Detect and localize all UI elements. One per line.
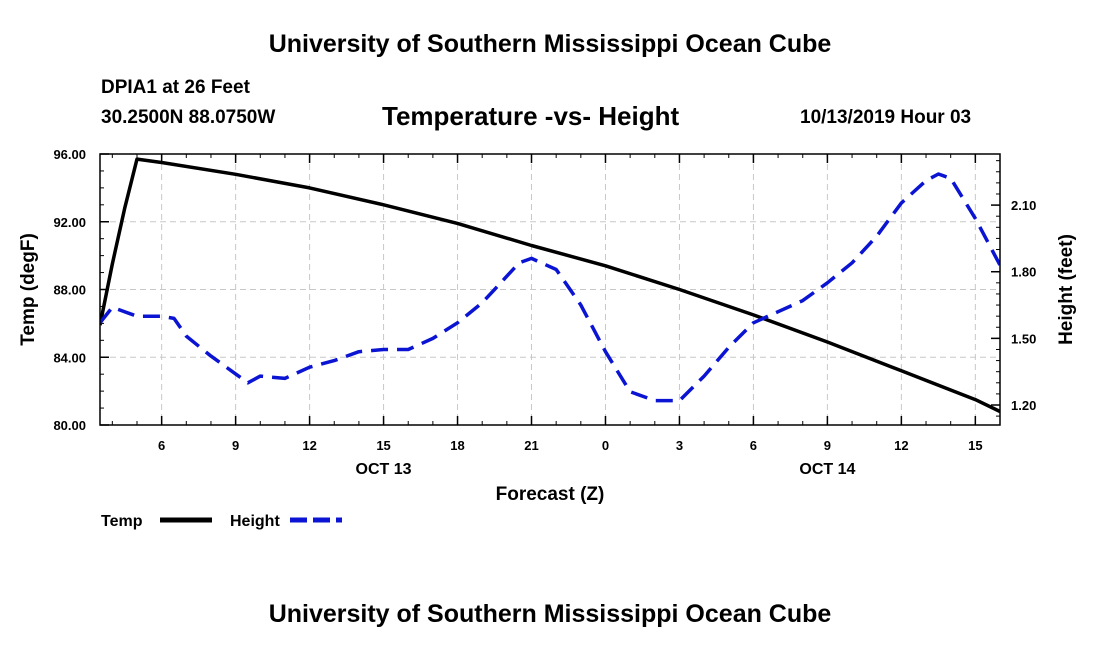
chart-title: Temperature -vs- Height xyxy=(382,101,680,131)
x-tick-label: 6 xyxy=(158,438,165,453)
y-tick-label: 88.00 xyxy=(53,283,86,298)
x-axis-title: Forecast (Z) xyxy=(496,484,605,505)
x-tick-label: 6 xyxy=(750,438,757,453)
y2-axis-title: Height (feet) xyxy=(1056,234,1077,345)
y-tick-label: 92.00 xyxy=(53,215,86,230)
legend-label-height: Height xyxy=(230,513,280,530)
station-coords: 30.2500N 88.0750W xyxy=(101,107,276,128)
y-axis-title: Temp (degF) xyxy=(18,233,39,346)
x-tick-label: 12 xyxy=(894,438,908,453)
y-tick-label: 84.00 xyxy=(53,350,86,365)
y2-tick-label: 1.80 xyxy=(1011,265,1036,280)
plot-frame xyxy=(99,153,1001,426)
x-tick-label: 9 xyxy=(232,438,239,453)
date-label: OCT 14 xyxy=(799,461,855,478)
x-tick-label: 21 xyxy=(524,438,538,453)
x-tick-label: 18 xyxy=(450,438,464,453)
y2-tick-label: 2.10 xyxy=(1011,198,1036,213)
forecast-datetime: 10/13/2019 Hour 03 xyxy=(800,107,972,128)
y-tick-label: 96.00 xyxy=(53,147,86,162)
series-line-height xyxy=(100,172,1000,403)
header-title: University of Southern Mississippi Ocean… xyxy=(268,30,832,58)
y2-tick-label: 1.20 xyxy=(1011,398,1036,413)
x-tick-label: 3 xyxy=(676,438,683,453)
x-tick-label: 12 xyxy=(302,438,316,453)
x-tick-label: 15 xyxy=(376,438,390,453)
station-name: DPIA1 at 26 Feet xyxy=(101,77,250,98)
footer-title: University of Southern Mississippi Ocean… xyxy=(268,600,832,628)
date-label: OCT 13 xyxy=(356,461,412,478)
x-tick-label: 0 xyxy=(602,438,609,453)
x-tick-label: 15 xyxy=(968,438,982,453)
legend-label-temp: Temp xyxy=(101,513,143,530)
x-tick-label: 9 xyxy=(824,438,831,453)
series-line-temp xyxy=(100,157,1000,414)
y2-tick-label: 1.50 xyxy=(1011,331,1036,346)
y-tick-label: 80.00 xyxy=(53,418,86,433)
